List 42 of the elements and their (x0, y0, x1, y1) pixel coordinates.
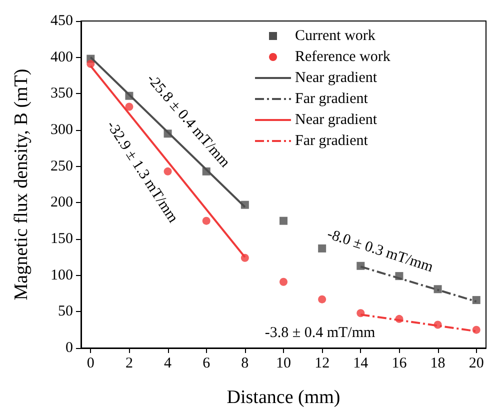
y-axis-title: Magnetic flux density, B (mT) (11, 68, 32, 300)
x-tick-label: 2 (125, 356, 133, 372)
legend-label: Far gradient (295, 133, 369, 149)
x-tick-label: 4 (164, 356, 172, 372)
x-tick-label: 20 (468, 356, 484, 372)
legend-label: Far gradient (295, 91, 369, 107)
x-tick-label: 6 (202, 356, 211, 372)
point (472, 296, 480, 304)
x-tick-label: 16 (392, 356, 408, 372)
point (318, 295, 326, 304)
x-tick-label: 0 (86, 356, 94, 372)
y-tick-label: 0 (66, 340, 73, 356)
y-tick-label: 200 (50, 194, 73, 211)
legend-label: Reference work (295, 49, 391, 65)
point (280, 216, 288, 225)
y-tick-label: 450 (50, 13, 73, 29)
x-tick-label: 14 (353, 356, 369, 372)
point (434, 285, 442, 294)
y-tick-label: 150 (50, 231, 73, 247)
annotation: -8.0 ± 0.3 mT/mm (325, 226, 436, 276)
y-tick-label: 350 (50, 86, 73, 102)
legend-label: Near gradient (295, 70, 378, 86)
point (202, 216, 210, 225)
x-axis-title: Distance (mm) (226, 387, 340, 408)
y-tick-label: 50 (58, 304, 73, 320)
point (318, 244, 326, 252)
point (280, 278, 288, 286)
y-tick-label: 250 (50, 158, 73, 174)
point (86, 60, 95, 68)
y-tick-label: 100 (50, 267, 73, 284)
y-tick-label: 400 (50, 49, 73, 66)
x-tick-label: 18 (430, 356, 446, 372)
point (472, 326, 480, 334)
y-tick-label: 300 (50, 122, 73, 138)
point (125, 102, 134, 111)
x-tick-label: 12 (314, 356, 330, 372)
point (164, 167, 172, 176)
annotation: -3.8 ± 0.4 mT/mm (264, 325, 376, 341)
x-tick-label: 10 (276, 356, 291, 372)
x-tick-label: 8 (241, 356, 249, 372)
legend-label: Near gradient (295, 112, 378, 128)
legend-label: Current work (295, 28, 376, 44)
